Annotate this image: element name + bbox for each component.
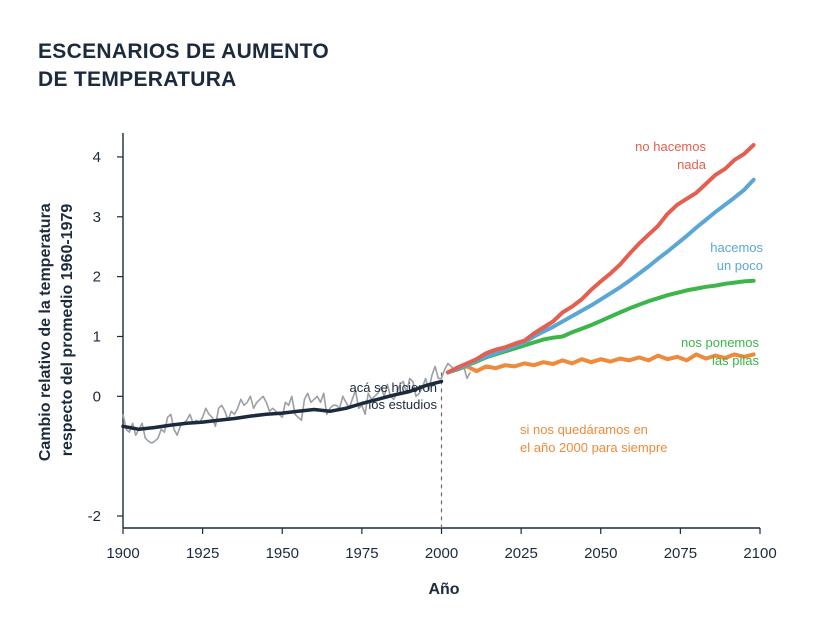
x-tick-label: 2000 [425, 545, 458, 562]
series-label-line: hacemos [710, 240, 763, 255]
chart-title-line-2: DE TEMPERATURA [38, 68, 237, 91]
series-observed-line [122, 362, 471, 444]
y-axis-label-line-2: respecto del promedio 1960-1979 [59, 204, 76, 457]
series-label-line: nos ponemos [681, 335, 760, 350]
x-tick-label: 2100 [743, 545, 776, 562]
x-tick-label: 2050 [584, 545, 617, 562]
series-label-line: no hacemos [635, 139, 706, 154]
tick-labels: 1900 1925 1950 1975 2000 2025 2050 2075 2100 -2 0 1… [88, 149, 777, 562]
series-label-line: las pilas [712, 353, 759, 368]
series-labels: no hacemos nada hacemos un poco nos ponemos l… [350, 139, 764, 455]
chart-title-line-1: ESCENARIOS DE AUMENTO [38, 40, 329, 63]
annotation-line: acá se hicieron [350, 380, 437, 395]
x-tick-label: 2075 [664, 545, 697, 562]
y-tick-label: 2 [93, 269, 101, 286]
x-tick-label: 1925 [186, 545, 219, 562]
x-tick-label: 1975 [345, 545, 378, 562]
series-label-line: el año 2000 para siempre [520, 440, 667, 455]
series-poco-line [445, 177, 756, 375]
x-tick-label: 1900 [106, 545, 139, 562]
y-tick-label: 1 [93, 328, 101, 345]
x-tick-label: 2025 [504, 545, 537, 562]
series-label-nada: no hacemos nada [635, 139, 707, 172]
y-tick-label: 4 [93, 149, 101, 166]
series-label-quedaramos: si nos quedáramos en el año 2000 para sie… [520, 422, 667, 455]
y-tick-label: 0 [93, 388, 101, 405]
x-tick-label: 1950 [266, 545, 299, 562]
series-nada-line [445, 143, 756, 375]
series-layer [121, 143, 756, 432]
y-tick-label: -2 [88, 508, 101, 525]
annotation-line: los estudios [368, 397, 437, 412]
y-axis-label-line-1: Cambio relativo de la temperatura [37, 203, 54, 461]
annotation-studies: acá se hicieron los estudios [350, 380, 438, 412]
observed-layer [122, 362, 471, 444]
series-historical-line [121, 379, 444, 432]
y-axis-label: Cambio relativo de la temperatura respec… [37, 199, 76, 461]
series-label-line: nada [677, 157, 707, 172]
series-label-poco: hacemos un poco [710, 240, 763, 273]
x-axis-label: Año [428, 581, 459, 598]
series-label-line: si nos quedáramos en [520, 422, 648, 437]
y-tick-label: 3 [93, 209, 101, 226]
series-label-line: un poco [717, 258, 763, 273]
axes [117, 133, 761, 534]
series-quedaramos-line [445, 352, 756, 375]
chart-title: ESCENARIOS DE AUMENTO DE TEMPERATURA [38, 38, 438, 94]
series-label-pilas: nos ponemos las pilas [681, 335, 760, 368]
